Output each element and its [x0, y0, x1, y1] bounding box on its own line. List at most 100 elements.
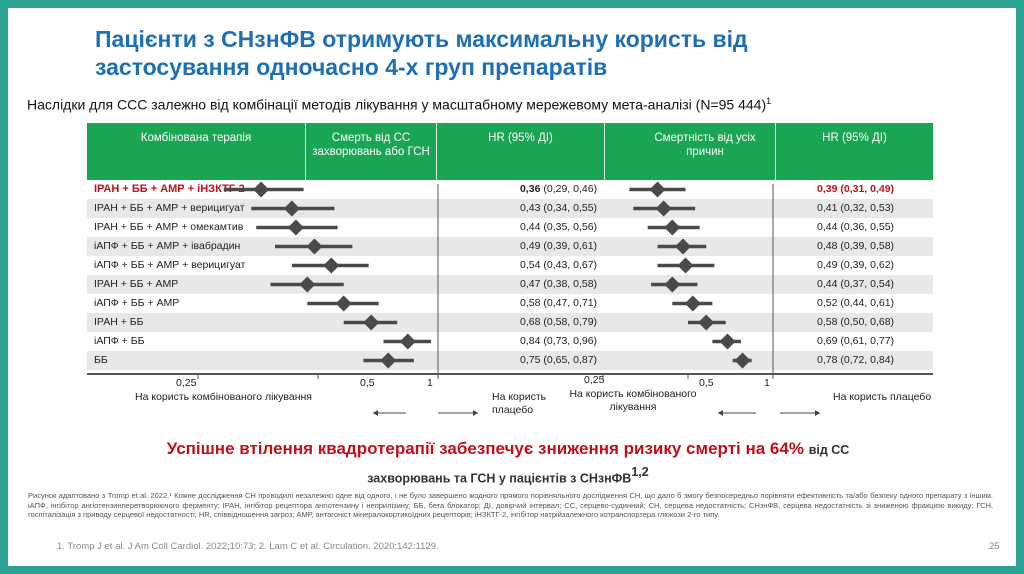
hr-cv-death: 0,68 (0,58, 0,79)	[520, 316, 598, 328]
hr-all-cause: 0,41 (0,32, 0,53)	[817, 202, 895, 214]
header-cv-death: Смерть від СС захворювань або ГСН	[312, 132, 430, 158]
conclusion-statement: Успішне втілення квадротерапії забезпечу…	[68, 438, 948, 490]
conclusion-refs: 1,2	[631, 465, 649, 479]
table-row: іАПФ + ББ + АМР + івабрадин 0,49 (0,39, …	[87, 237, 933, 256]
direction-arrowhead	[718, 410, 723, 416]
hr-cv-death-point: 0,36	[520, 183, 541, 195]
favours-combination-label-1: На користь комбінованого лікування	[135, 391, 312, 403]
hr-cv-death-ci: (0,29, 0,46)	[543, 183, 598, 195]
hr-point-marker-cv	[299, 276, 316, 293]
references: 1. Tromp J et al. J Am Coll Cardiol. 202…	[57, 541, 439, 552]
favours-combination-label-2: На користь комбінованого лікування	[569, 388, 697, 413]
header-divider	[436, 123, 437, 180]
slide-title: Пацієнти з СНзнФВ отримують максимальну …	[95, 25, 955, 81]
hr-cv-death: 0,43 (0,34, 0,55)	[520, 202, 598, 214]
table-row: ІРАН + ББ + АМР + верицигуат 0,43 (0,34,…	[87, 199, 933, 218]
table-row: ІРАН + ББ + АМР + омекамтив 0,44 (0,35, …	[87, 218, 933, 237]
direction-arrowhead	[815, 410, 820, 416]
favours-placebo-label-2: На користь плацебо	[833, 391, 932, 403]
hr-point-marker-ac	[719, 333, 736, 350]
tick-label-ac-0.25: 0,25	[584, 374, 605, 386]
hr-cv-death: 0,84 (0,73, 0,96)	[520, 335, 598, 347]
header-divider	[604, 123, 605, 180]
slide-title-line-2: застосування одночасно 4-х груп препарат…	[95, 54, 608, 80]
table-row: ББ 0,75 (0,65, 0,87) 0,78 (0,72, 0,84)	[87, 351, 933, 370]
header-divider	[775, 123, 776, 180]
table-row: іАПФ + ББ + АМР + верицигуат 0,54 (0,43,…	[87, 256, 933, 275]
hr-point-marker-cv	[287, 219, 304, 236]
therapy-name: ІРАН + ББ + АМР	[94, 278, 179, 290]
table-row: іАПФ + ББ 0,84 (0,73, 0,96) 0,69 (0,61, …	[87, 332, 933, 351]
hr-point-marker-ac	[684, 295, 701, 312]
hr-point-marker-cv	[363, 314, 380, 331]
hr-cv-death: 0,47 (0,38, 0,58)	[520, 278, 598, 290]
page-number: 25	[989, 541, 1000, 552]
header-divider	[305, 123, 306, 180]
hr-all-cause: 0,69 (0,61, 0,77)	[817, 335, 895, 347]
therapy-name: іАПФ + ББ + АМР + івабрадин	[94, 240, 241, 252]
subtitle-ref: 1	[766, 96, 772, 106]
header-therapy: Комбінована терапія	[140, 132, 252, 144]
tick-label-cv-1: 1	[427, 377, 433, 389]
therapy-name: іАПФ + ББ	[94, 335, 145, 347]
tick-label-ac-0.5: 0,5	[699, 377, 714, 389]
conclusion-tail-1: від СС	[808, 443, 850, 457]
header-hr-1: HR (95% ДІ)	[488, 132, 553, 144]
therapy-name: ІРАН + ББ + АМР + верицигуат	[94, 202, 245, 214]
hr-cv-death: 0,75 (0,65, 0,87)	[520, 354, 598, 366]
hr-all-cause: 0,48 (0,39, 0,58)	[817, 240, 895, 252]
hr-cv-death: 0,44 (0,35, 0,56)	[520, 221, 598, 233]
hr-point-marker-ac	[664, 276, 681, 293]
direction-arrowhead	[473, 410, 478, 416]
hr-all-cause: 0,78 (0,72, 0,84)	[817, 354, 895, 366]
hr-point-marker-ac	[649, 181, 666, 198]
hr-cv-death: 0,58 (0,47, 0,71)	[520, 297, 598, 309]
table-row: ІРАН + ББ + АМР 0,47 (0,38, 0,58) 0,44 (…	[87, 275, 933, 294]
forest-plot-canvas	[197, 181, 820, 416]
subtitle-text: Наслідки для ССС залежно від комбінації …	[27, 96, 767, 113]
hr-all-cause: 0,58 (0,50, 0,68)	[817, 316, 895, 328]
conclusion-tail-2: захворювань та ГСН у пацієнтів з СНзнФВ	[367, 471, 632, 486]
conclusion-main: Успішне втілення квадротерапії забезпечу…	[166, 439, 804, 458]
hr-all-cause: 0,52 (0,44, 0,61)	[817, 297, 895, 309]
hr-all-cause: 0,44 (0,37, 0,54)	[817, 278, 895, 290]
hr-point-marker-cv	[253, 181, 270, 198]
hr-point-marker-cv	[335, 295, 352, 312]
hr-all-cause: 0,39 (0,31, 0,49)	[817, 183, 895, 195]
hr-point-marker-cv	[283, 200, 300, 217]
hr-point-marker-ac	[734, 352, 751, 369]
therapy-name: ІРАН + ББ + АМР + омекамтив	[94, 221, 244, 233]
table-row: ІРАН + ББ + АМР + іНЗКТГ-2 0,36 (0,29, 0…	[87, 180, 933, 199]
hr-point-marker-ac	[664, 219, 681, 236]
therapy-name: іАПФ + ББ + АМР + верицигуат	[94, 259, 246, 271]
hr-point-marker-ac	[655, 200, 672, 217]
tick-label-ac-1: 1	[764, 377, 770, 389]
slide: Пацієнти з СНзнФВ отримують максимальну …	[8, 8, 1016, 566]
slide-title-line-1: Пацієнти з СНзнФВ отримують максимальну …	[95, 26, 748, 52]
therapy-name: іАПФ + ББ + АМР	[94, 297, 180, 309]
hr-cv-death: 0,49 (0,39, 0,61)	[520, 240, 598, 252]
tick-label-cv-0.25: 0,25	[176, 377, 197, 389]
table-header: Комбінована терапія Смерть від СС захвор…	[87, 123, 933, 180]
hr-cv-death: 0,36 (0,29, 0,46)	[520, 183, 597, 195]
hr-cv-death: 0,54 (0,43, 0,67)	[520, 259, 598, 271]
favours-placebo-label-1: На користь плацебо	[492, 391, 547, 416]
hr-point-marker-cv	[323, 257, 340, 274]
table-row: ІРАН + ББ 0,68 (0,58, 0,79) 0,58 (0,50, …	[87, 313, 933, 332]
header-hr-2: HR (95% ДІ)	[822, 132, 887, 144]
figure-footnote: Рисунок адаптовано з Tromp et al. 2022.¹…	[28, 491, 993, 520]
hr-point-marker-ac	[698, 314, 715, 331]
hr-point-marker-cv	[380, 352, 397, 369]
therapy-name: ІРАН + ББ + АМР + іНЗКТГ-2	[94, 183, 245, 195]
hr-point-marker-ac	[674, 238, 691, 255]
header-all-cause: Смертність від усіх причин	[654, 132, 756, 158]
hr-point-marker-cv	[306, 238, 323, 255]
therapy-name: ББ	[94, 354, 108, 366]
slide-subtitle: Наслідки для ССС залежно від комбінації …	[27, 96, 771, 113]
table-bottom-rule	[87, 373, 933, 375]
direction-arrowhead	[373, 410, 378, 416]
hr-point-marker-ac	[677, 257, 694, 274]
hr-all-cause: 0,44 (0,36, 0,55)	[817, 221, 895, 233]
therapy-name: ІРАН + ББ	[94, 316, 144, 328]
hr-point-marker-cv	[399, 333, 416, 350]
